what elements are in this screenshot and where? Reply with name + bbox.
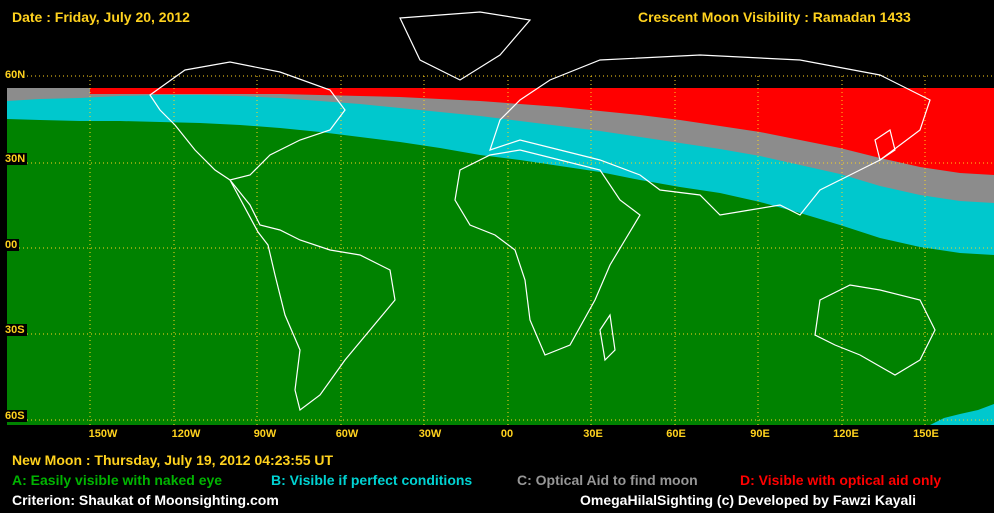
lon-label-00: 00 xyxy=(500,428,514,440)
lon-label-30e: 30E xyxy=(583,428,603,440)
credit-text: OmegaHilalSighting (c) Developed by Fawz… xyxy=(580,492,917,508)
legend-d: D: Visible with optical aid only xyxy=(740,472,942,488)
lon-label-60e: 60E xyxy=(666,428,686,440)
lon-label-60w: 60W xyxy=(335,428,359,440)
legend-a: A: Easily visible with naked eye xyxy=(12,472,223,488)
map-date: Date : Friday, July 20, 2012 xyxy=(12,9,190,25)
lon-label-150w: 150W xyxy=(88,428,118,440)
coastlines xyxy=(149,11,936,412)
zone-a-south-pocket xyxy=(930,404,994,425)
lon-label-90w: 90W xyxy=(253,428,277,440)
legend-b: B: Visible if perfect conditions xyxy=(271,472,473,488)
lat-label-30s: 30S xyxy=(3,324,27,336)
criterion-text: Criterion: Shaukat of Moonsighting.com xyxy=(12,492,279,508)
lat-label-60s: 60S xyxy=(3,410,27,422)
map-title: Crescent Moon Visibility : Ramadan 1433 xyxy=(638,9,911,25)
lat-label-30n: 30N xyxy=(3,153,28,165)
zone-d-region xyxy=(90,88,994,175)
lon-label-120w: 120W xyxy=(171,428,201,440)
lon-label-150e: 150E xyxy=(913,428,939,440)
coordinate-grid xyxy=(7,75,994,425)
new-moon-time: New Moon : Thursday, July 19, 2012 04:23… xyxy=(12,452,334,468)
lon-label-120e: 120E xyxy=(833,428,859,440)
legend-c: C: Optical Aid to find moon xyxy=(517,472,698,488)
lat-label-00: 00 xyxy=(3,239,20,251)
lon-label-30w: 30W xyxy=(418,428,442,440)
lon-label-90e: 90E xyxy=(750,428,770,440)
lat-label-60n: 60N xyxy=(3,69,28,81)
